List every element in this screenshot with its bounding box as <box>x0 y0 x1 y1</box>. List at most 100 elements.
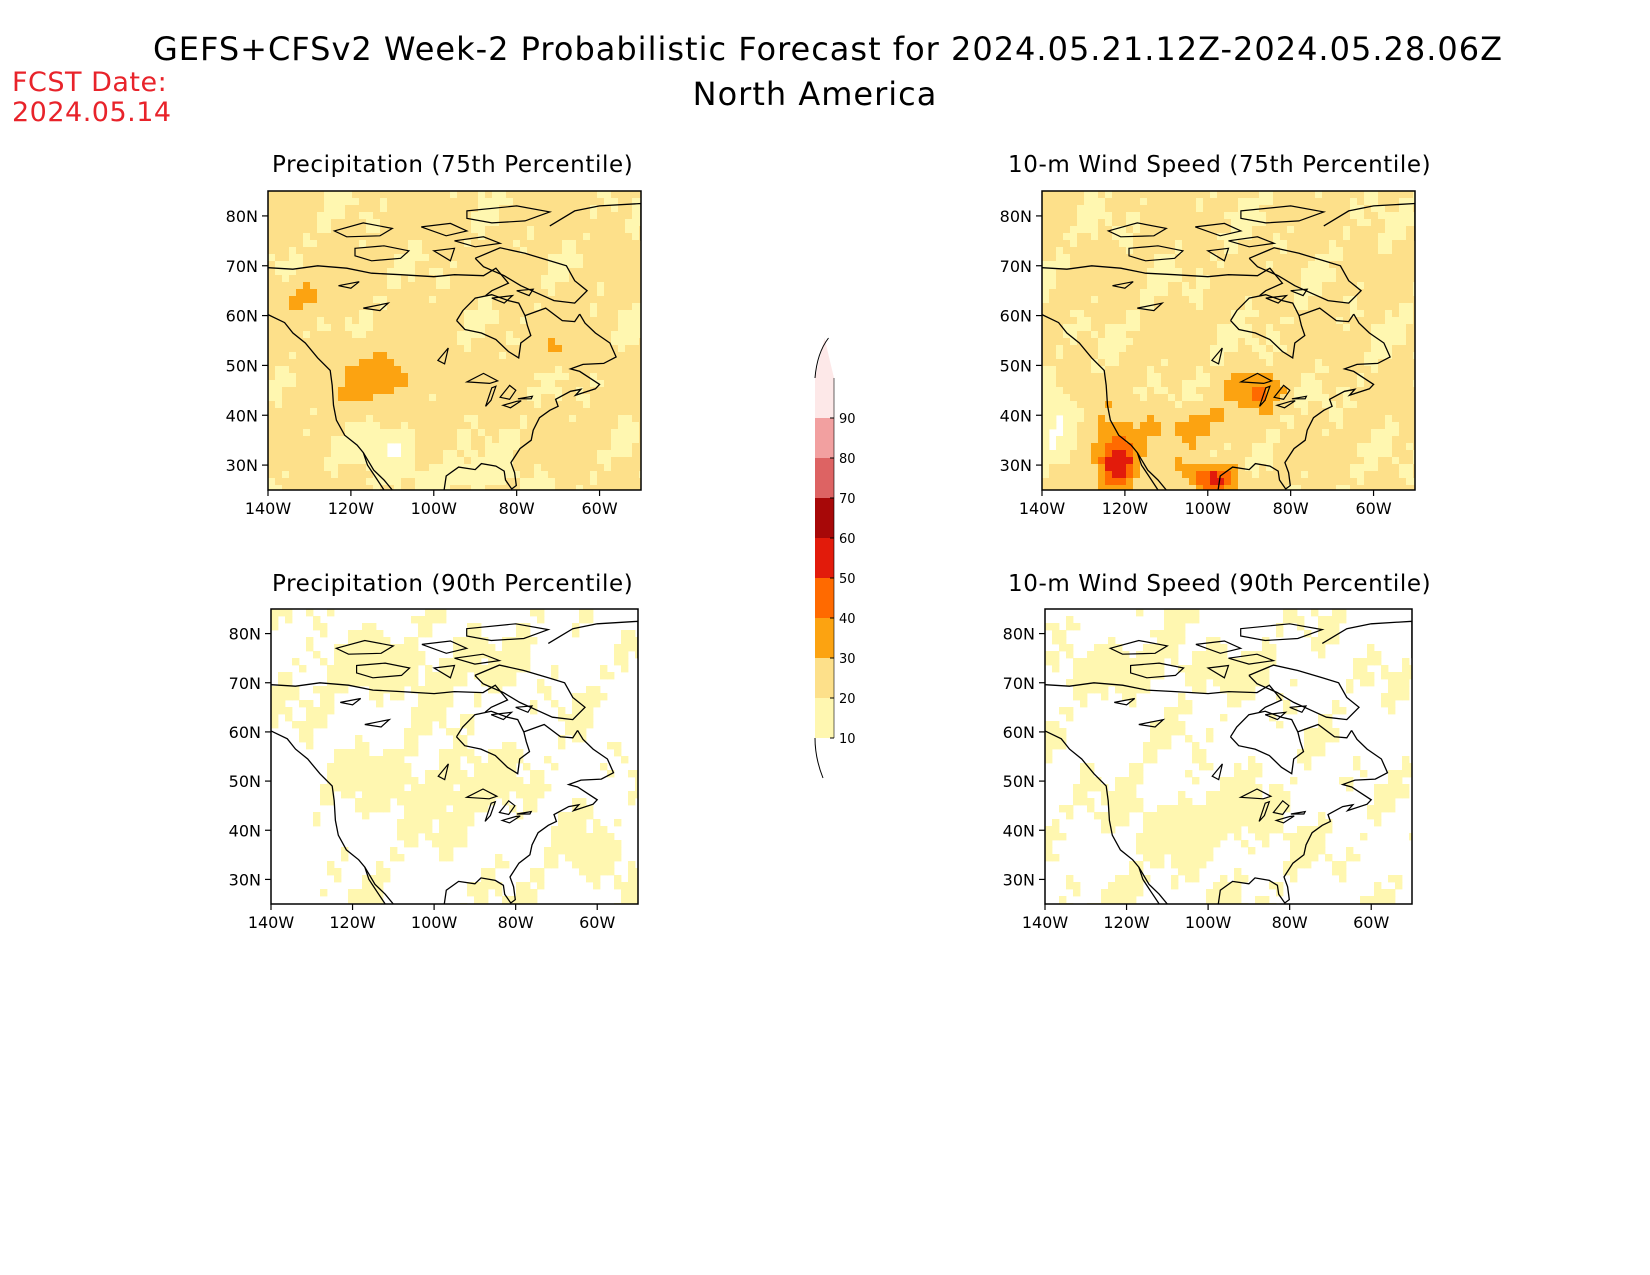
colorbar-label: 90 <box>839 412 856 427</box>
colorbar-label: 70 <box>839 492 856 507</box>
coastline <box>474 247 589 304</box>
lake-outline <box>464 788 499 800</box>
coastline <box>547 620 638 659</box>
lat-tick-label: 60N <box>229 723 261 742</box>
coastline <box>1136 452 1159 490</box>
coastline <box>268 265 510 297</box>
lat-tick-label: 30N <box>1000 456 1032 475</box>
coastline <box>364 866 386 904</box>
lake-outline <box>1259 385 1271 407</box>
arctic-island <box>1228 653 1276 665</box>
lat-tick-label: 70N <box>226 257 258 276</box>
panel-title-wind90: 10-m Wind Speed (90th Percentile) <box>1008 571 1432 597</box>
lake-outline <box>338 281 360 289</box>
map-panel-precip75: 80N 70N 60N 50N 40N 30N 140W 120W 100W 80W 60W <box>226 190 642 518</box>
lon-tick-label: 120W <box>1103 913 1150 932</box>
lat-tick-label: 50N <box>226 356 258 375</box>
arctic-island <box>1108 639 1169 655</box>
coastline <box>1298 307 1355 323</box>
lat-tick-label: 80N <box>226 207 258 226</box>
coastline <box>1045 682 1283 713</box>
colorbar-label: 40 <box>839 612 856 627</box>
coastlines <box>1042 202 1415 490</box>
lon-tick-label: 140W <box>248 913 295 932</box>
forecast-date-label: FCST Date: <box>12 67 168 98</box>
probability-field <box>1042 191 1415 490</box>
lake-outline <box>485 385 497 407</box>
lake-outline <box>1211 763 1223 781</box>
arctic-island <box>516 288 535 297</box>
arctic-island <box>466 205 553 224</box>
coastline <box>1217 730 1389 904</box>
lon-tick-label: 60W <box>1353 913 1389 932</box>
arctic-island <box>1130 662 1185 679</box>
colorbar-segment <box>815 658 834 698</box>
lat-tick-label: 60N <box>1000 307 1032 326</box>
arctic-island <box>515 705 534 714</box>
lat-tick-label: 30N <box>1003 870 1035 889</box>
lake-outline <box>498 799 516 816</box>
lake-outline <box>516 810 533 815</box>
colorbar-segment <box>815 458 834 498</box>
lake-outline <box>517 395 534 400</box>
lake-outline <box>500 400 522 409</box>
coastline <box>1045 730 1168 904</box>
lat-tick-label: 80N <box>1003 625 1035 644</box>
lon-tick-label: 120W <box>329 913 376 932</box>
lon-tick-label: 60W <box>1355 499 1391 518</box>
coastline <box>443 313 617 490</box>
arctic-island <box>354 245 411 262</box>
arctic-island <box>1106 222 1168 238</box>
lon-tick-label: 80W <box>499 499 535 518</box>
lat-tick-label: 50N <box>1000 356 1032 375</box>
colorbar-segment <box>815 618 834 658</box>
coastline <box>1297 723 1353 739</box>
lat-tick-label: 60N <box>226 307 258 326</box>
lon-tick-label: 140W <box>1022 913 1069 932</box>
probability-field <box>268 191 641 490</box>
lon-tick-label: 100W <box>411 913 458 932</box>
colorbar: 10 20 30 40 50 60 70 80 90 <box>814 337 856 779</box>
arctic-island <box>421 640 469 654</box>
coastlines <box>268 202 641 490</box>
map-frame <box>1041 190 1416 491</box>
lat-tick-label: 70N <box>229 674 261 693</box>
colorbar-segment <box>815 418 834 458</box>
map-frame <box>1044 608 1413 905</box>
lake-outline <box>364 718 392 728</box>
arctic-island <box>334 639 395 655</box>
coastline <box>1229 710 1305 775</box>
colorbar-top-arrow <box>815 338 834 378</box>
arctic-island <box>491 294 515 304</box>
lake-outline <box>1138 718 1166 728</box>
coastline <box>1321 620 1412 659</box>
arctic-island <box>1290 288 1309 297</box>
lat-tick-label: 50N <box>229 772 261 791</box>
lon-tick-label: 60W <box>579 913 615 932</box>
colorbar-label: 60 <box>839 532 856 547</box>
coastline <box>362 452 385 490</box>
arctic-island <box>1195 222 1243 237</box>
colorbar-segment <box>815 698 834 738</box>
colorbar-label: 10 <box>839 732 856 747</box>
arctic-island <box>332 222 394 238</box>
colorbar-top-edge <box>814 337 829 379</box>
lake-outline <box>1210 347 1223 365</box>
coastline <box>1323 202 1415 241</box>
map-panel-wind75: 80N 70N 60N 50N 40N 30N 140W 120W 100W 80W 60W <box>1000 190 1416 518</box>
panel-title-precip75: Precipitation (75th Percentile) <box>272 152 634 178</box>
coastlines <box>271 620 638 904</box>
arctic-island <box>356 662 411 679</box>
lon-tick-label: 120W <box>328 499 375 518</box>
lon-tick-label: 140W <box>245 499 292 518</box>
lake-outline <box>500 815 521 824</box>
lat-tick-label: 80N <box>229 625 261 644</box>
colorbar-segment <box>815 578 834 618</box>
lon-tick-label: 80W <box>1272 913 1308 932</box>
lon-tick-label: 120W <box>1102 499 1149 518</box>
arctic-island <box>1289 705 1308 714</box>
lat-tick-label: 80N <box>1000 207 1032 226</box>
lake-outline <box>484 800 497 822</box>
colorbar-label: 20 <box>839 692 856 707</box>
probability-field <box>1045 609 1412 904</box>
